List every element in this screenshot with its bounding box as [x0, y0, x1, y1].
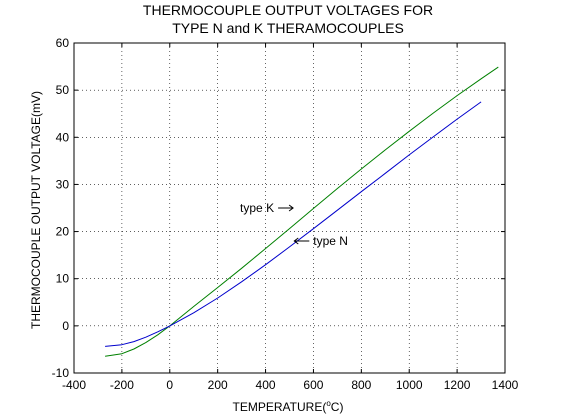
annotation-arrowhead-type-k — [288, 204, 294, 212]
x-axis-label-superscript: o — [326, 399, 331, 408]
chart-title-line-2: TYPE N and K THERAMOCOUPLES — [172, 20, 404, 36]
x-tick-label: 600 — [303, 378, 323, 392]
x-tick-label: -400 — [62, 378, 86, 392]
y-tick-label: 0 — [62, 319, 69, 333]
x-tick-label: 1000 — [396, 378, 423, 392]
y-tick-label: 40 — [56, 130, 70, 144]
x-axis-label: TEMPERATURE(oC) — [233, 399, 344, 414]
series-line-type-n — [105, 101, 482, 347]
y-axis-label: THERMOCOUPLE OUTPUT VOLTAGE(mV) — [29, 91, 43, 329]
y-tick-label: -10 — [52, 366, 70, 380]
series-line-type-k — [105, 66, 499, 357]
chart-title-line-1: THERMOCOUPLE OUTPUT VOLTAGES FOR — [143, 2, 433, 18]
x-tick-label: 800 — [351, 378, 371, 392]
x-axis-label-main: TEMPERATURE( — [233, 400, 327, 414]
x-tick-label: 0 — [166, 378, 173, 392]
annotation-label-type-n: type N — [313, 234, 348, 248]
y-tick-label: 30 — [56, 177, 70, 191]
x-tick-label: 1200 — [444, 378, 471, 392]
x-axis-label-tail: C) — [331, 400, 344, 414]
y-tick-label: 60 — [56, 36, 70, 50]
x-tick-label: -200 — [110, 378, 134, 392]
x-tick-label: 200 — [208, 378, 228, 392]
x-tick-label: 1400 — [492, 378, 519, 392]
annotation-label-type-k: type K — [240, 201, 274, 215]
annotation-layer: type K type N — [240, 201, 348, 248]
y-tick-label: 20 — [56, 225, 70, 239]
tick-layer: -400 -200 0 200 400 600 800 1000 1200 1400 -10 0 10 2… — [52, 36, 519, 392]
x-tick-label: 400 — [256, 378, 276, 392]
y-tick-label: 50 — [56, 83, 70, 97]
y-tick-label: 10 — [56, 272, 70, 286]
plot-frame — [73, 42, 506, 374]
series-layer — [105, 66, 499, 357]
annotation-arrowhead-type-n — [293, 237, 299, 245]
